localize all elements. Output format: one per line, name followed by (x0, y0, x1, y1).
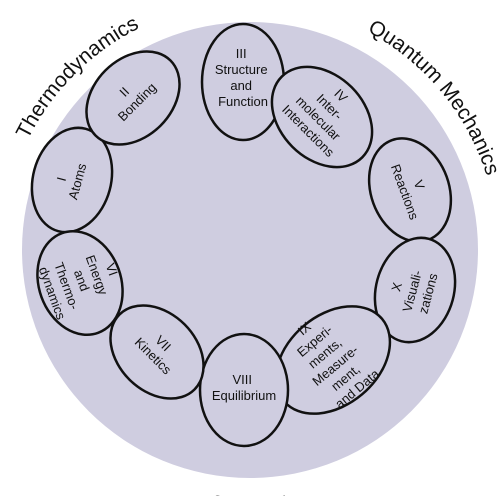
node-iii-structure-and-function[interactable]: III Structure and Function (200, 22, 286, 142)
node-i-atoms[interactable]: I Atoms (21, 119, 124, 242)
node-ellipse (30, 126, 114, 234)
node-label: III Structure and Function (215, 46, 271, 109)
node-vii-kinetics[interactable]: VII Kinetics (92, 287, 222, 417)
node-ellipse (85, 50, 181, 146)
node-viii-equilibrium[interactable]: VIII Equilibrium (198, 332, 290, 448)
node-ellipse (198, 332, 290, 448)
node-ellipse (36, 230, 124, 336)
node-iv-intermolecular-interactions[interactable]: IV Inter- molecular Interactions (252, 47, 392, 187)
node-ix-experiments-measurement-data[interactable]: IX Experi- ments, Measure- ment, and Dat… (252, 281, 411, 436)
node-ellipse (270, 65, 374, 169)
node-ellipse (109, 304, 205, 400)
node-label: VIII Equilibrium (212, 372, 276, 403)
node-x-visualizations[interactable]: X Visuali- zations (364, 229, 467, 352)
node-ii-bonding[interactable]: II Bonding (68, 33, 198, 163)
node-ellipse (373, 236, 457, 344)
kinetics-arc-label: Kinetics (211, 490, 289, 496)
